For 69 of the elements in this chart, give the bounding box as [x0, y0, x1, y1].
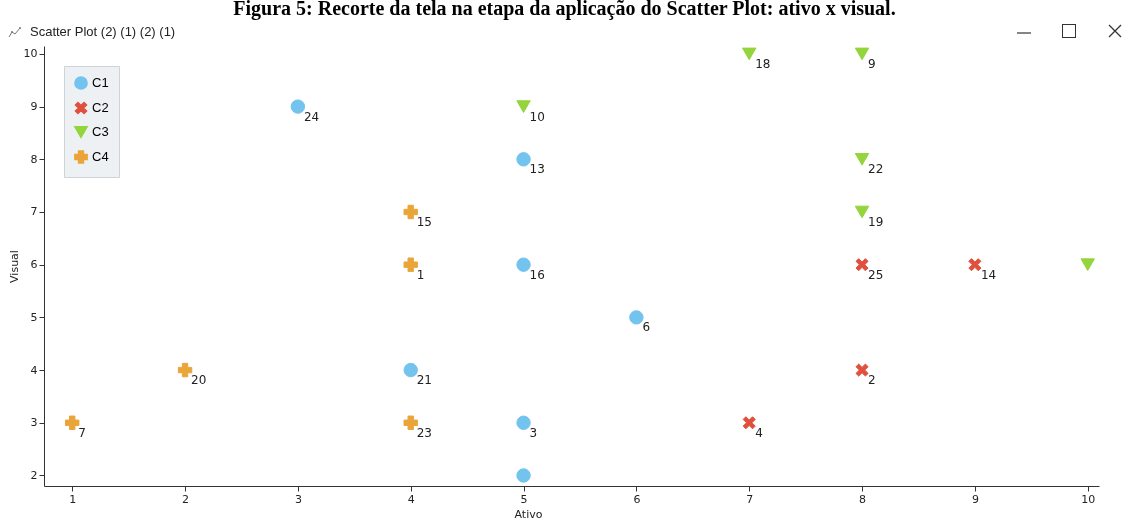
- annotation: 1: [416, 267, 425, 282]
- annotation: 14: [980, 267, 997, 282]
- point: [516, 468, 531, 483]
- point: [403, 204, 418, 220]
- point: [516, 415, 531, 430]
- annotation: 25: [868, 267, 884, 282]
- point: [854, 205, 870, 219]
- point: [855, 363, 869, 377]
- point: [1080, 258, 1095, 271]
- y-tick-label: 4: [30, 363, 38, 377]
- chart-title: Figura 5: Recorte da tela na etapa da aplicação do Scatter Plot: ativo x visual.: [232, 0, 897, 20]
- point: [854, 152, 870, 166]
- y-tick-label: 7: [30, 205, 38, 219]
- annotation: 6: [642, 320, 651, 335]
- x-tick-label: 6: [633, 492, 641, 506]
- y-tick-label: 2: [30, 468, 38, 482]
- point: [855, 258, 869, 272]
- y-tick-label: 3: [30, 416, 38, 430]
- point: [403, 257, 418, 272]
- x-tick-label: 10: [1081, 492, 1096, 506]
- y-tick-label: 5: [30, 310, 38, 324]
- annotation: 18: [755, 56, 771, 71]
- y-axis-title: Visual: [7, 250, 21, 283]
- point: [516, 100, 531, 113]
- legend-label: C3: [92, 124, 109, 139]
- x-tick-label: 8: [859, 492, 867, 506]
- legend-label: C2: [92, 100, 109, 115]
- point: [403, 362, 418, 378]
- point: [177, 362, 193, 378]
- point: [742, 416, 756, 430]
- x-tick-label: 4: [407, 492, 415, 506]
- y-tick-label: 10: [23, 47, 38, 61]
- x-tick-label: 3: [294, 492, 302, 506]
- annotation: 19: [868, 214, 884, 229]
- point: [629, 310, 644, 325]
- annotation: 3: [529, 425, 538, 440]
- legend-label: C1: [92, 75, 109, 90]
- annotation: 13: [529, 162, 545, 177]
- annotation: 10: [529, 109, 545, 124]
- y-tick-label: 9: [30, 100, 38, 114]
- annotation: 16: [529, 267, 545, 282]
- annotation: 9: [868, 56, 876, 71]
- x-tick-label: 5: [520, 492, 528, 506]
- y-tick-label: 6: [30, 258, 38, 272]
- point: [403, 415, 418, 430]
- annotation: 4: [755, 425, 763, 440]
- point: [968, 258, 982, 272]
- annotation: 2: [868, 373, 876, 388]
- point: [854, 47, 870, 61]
- x-tick-label: 1: [69, 492, 77, 506]
- point: [290, 99, 306, 114]
- chart-subtitle: Scatter Plot (2) (1) (2) (1): [30, 24, 176, 39]
- point: [65, 415, 80, 430]
- annotation: 23: [416, 425, 432, 440]
- point: [516, 257, 531, 272]
- x-tick-label: 2: [182, 492, 190, 506]
- y-tick-label: 8: [30, 152, 38, 166]
- point: [742, 47, 757, 61]
- annotation: 21: [416, 373, 432, 388]
- annotation: 7: [78, 425, 86, 440]
- annotation: 22: [868, 162, 884, 177]
- annotation: 24: [303, 109, 320, 124]
- legend-label: C4: [92, 149, 109, 164]
- x-tick-label: 7: [746, 492, 754, 506]
- point: [516, 152, 531, 167]
- annotation: 15: [416, 214, 432, 229]
- x-tick-label: 9: [971, 492, 979, 506]
- x-axis-title: Ativo: [514, 507, 543, 521]
- annotation: 20: [191, 373, 207, 388]
